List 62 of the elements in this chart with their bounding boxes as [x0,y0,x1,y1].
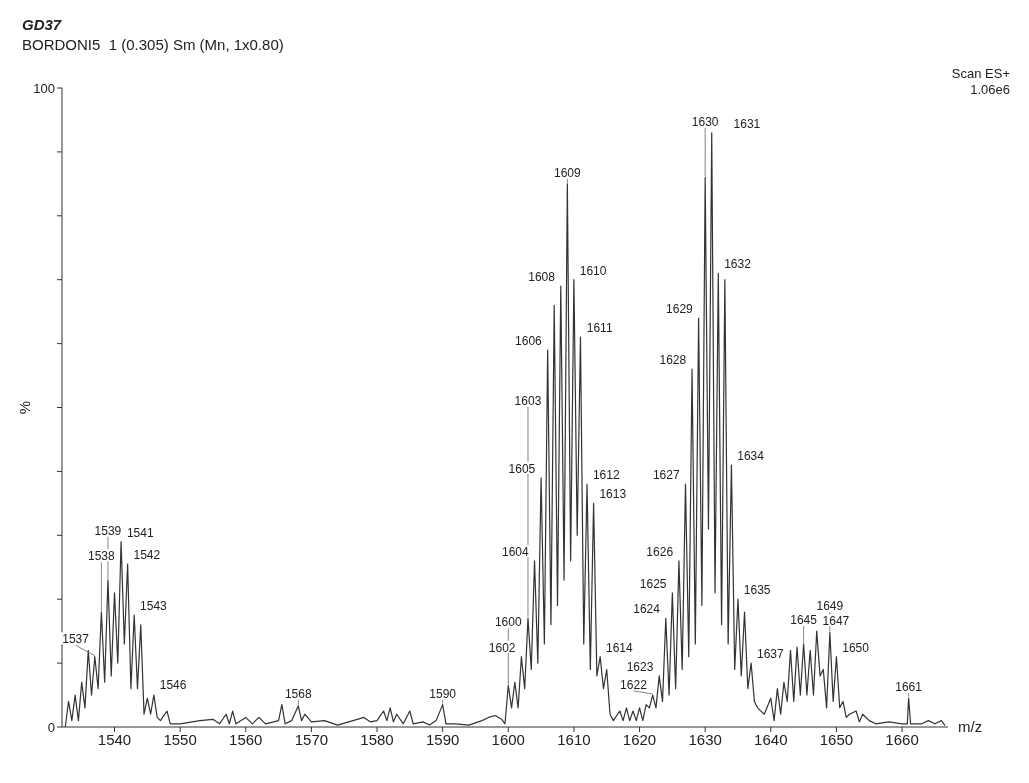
annotation: 1609 [554,165,582,180]
x-tick-label: 1610 [557,730,591,748]
annotation: 1623 [626,659,654,674]
annotation: 1624 [633,602,661,617]
annotation: 1650 [842,640,870,655]
annotation: 1631 [733,116,761,131]
text: 1.06e6 [970,82,1010,97]
annotation: 1611 [586,321,613,336]
x-tick-label: 1590 [425,730,460,748]
x-tick-label: 1650 [819,730,854,748]
annotation: 1604 [501,544,529,559]
x-axis-title: m/z [958,718,983,735]
annotation: 1539 [94,523,122,538]
annotation: 1568 [284,686,312,701]
chart-title: GD37 [22,16,62,33]
annotation: 1612 [592,468,620,483]
annotation: 1649 [816,599,844,614]
annotation: 1635 [743,583,771,598]
x-tick-label: 1630 [688,730,722,748]
annotation: 1626 [646,544,674,559]
chart-subtitle: BORDONI5 1 (0.305) Sm (Mn, 1x0.80) [22,36,284,53]
x-tick-label: 1550 [163,730,197,748]
annotation: 1627 [652,468,680,483]
x-tick-label: 1570 [294,730,329,748]
annotation: 1600 [494,615,522,630]
x-tick-label: 1660 [885,730,919,748]
annotation: 1630 [691,114,719,129]
x-tick-label: 1560 [229,730,263,748]
annotation: 1542 [133,548,161,563]
annotation: 1606 [515,333,543,348]
annotation: 1629 [666,302,694,317]
annotation: 1541 [126,525,154,540]
annotation: 1608 [528,270,556,285]
annotation: 1634 [737,449,765,464]
annotation: 1537 [62,632,90,647]
y-tick-label: 100 [33,80,55,96]
annotation: 1590 [429,686,457,701]
annotation: 1614 [606,640,634,655]
annotation: 1632 [724,257,752,272]
annotation: 1622 [620,677,648,692]
annotation: 1613 [599,487,627,502]
annotation: 1538 [88,549,116,564]
y-tick-label: 0 [47,719,55,735]
annotation: 1625 [639,576,667,591]
annotation: 1610 [579,263,607,278]
x-tick-label: 1540 [97,730,132,748]
text: Scan ES+ [951,66,1010,81]
annotation: 1602 [488,640,516,655]
x-tick-label: 1600 [491,730,525,748]
annotation: 1661 [895,680,923,695]
y-axis-title: % [16,400,33,415]
annotation: 1603 [514,393,542,408]
annotation: 1628 [659,353,687,368]
annotation: 1645 [790,613,818,628]
x-tick-label: 1620 [622,730,657,748]
annotation: 1546 [159,678,187,693]
annotation: 1647 [822,614,850,629]
x-tick-label: 1640 [754,730,788,748]
annotation: 1637 [756,647,784,662]
annotation: 1605 [508,461,536,476]
x-tick-label: 1580 [360,730,394,748]
annotation: 1543 [140,599,168,614]
